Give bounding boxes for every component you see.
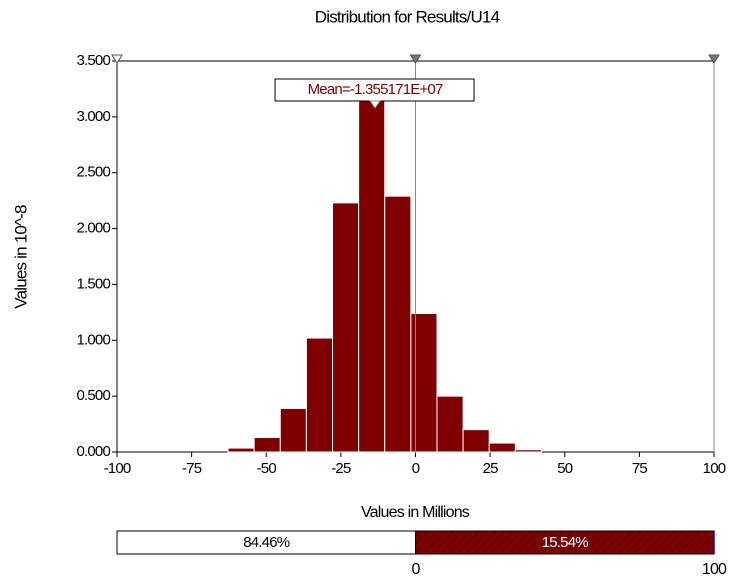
bar (332, 202, 360, 453)
x-tick-label: 75 (632, 460, 648, 477)
percent-label: 15.54% (542, 534, 589, 551)
y-axis-label: Values in 10^-8 (11, 205, 30, 309)
y-tick-label: 3.000 (76, 108, 110, 125)
x-axis-label: Values in Millions (361, 504, 470, 521)
bar (410, 312, 438, 453)
x-tick-label: -75 (182, 460, 202, 477)
mean-label: Mean=-1.355171E+07 (308, 81, 443, 98)
y-tick-label: 3.500 (76, 52, 110, 69)
delimiter-label: 100 (702, 561, 727, 578)
x-tick-label: 100 (703, 460, 726, 477)
delimiter-marker-left (111, 54, 123, 64)
delimiter-marker (409, 54, 422, 64)
y-tick-label: 1.000 (76, 331, 110, 348)
y-tick-label: 0.500 (76, 387, 110, 404)
y-tick-label: 1.500 (76, 275, 110, 292)
x-tick-label: 25 (483, 460, 499, 477)
bar (488, 442, 516, 453)
x-tick-label: -50 (257, 460, 277, 477)
bar (384, 195, 412, 453)
x-tick-label: 0 (412, 460, 420, 477)
bar (436, 395, 464, 453)
x-tick-label: -25 (331, 460, 351, 477)
bar (227, 447, 255, 453)
bar (279, 407, 307, 453)
bar (305, 337, 334, 453)
x-tick-label: -100 (104, 460, 131, 477)
y-tick-label: 2.000 (76, 220, 110, 237)
bar (358, 99, 386, 453)
bar (514, 449, 542, 453)
bar (462, 429, 490, 453)
y-tick-label: 2.500 (76, 164, 110, 181)
bar (253, 436, 281, 453)
delimiter-marker (708, 54, 720, 64)
delimiter-label: 0 (411, 561, 420, 578)
x-tick-label: 50 (557, 460, 573, 477)
y-tick-label: 0.000 (76, 443, 110, 460)
mean-marker (369, 100, 382, 109)
percent-label: 84.46% (243, 534, 290, 551)
chart-title: Distribution for Results/U14 (315, 7, 500, 26)
